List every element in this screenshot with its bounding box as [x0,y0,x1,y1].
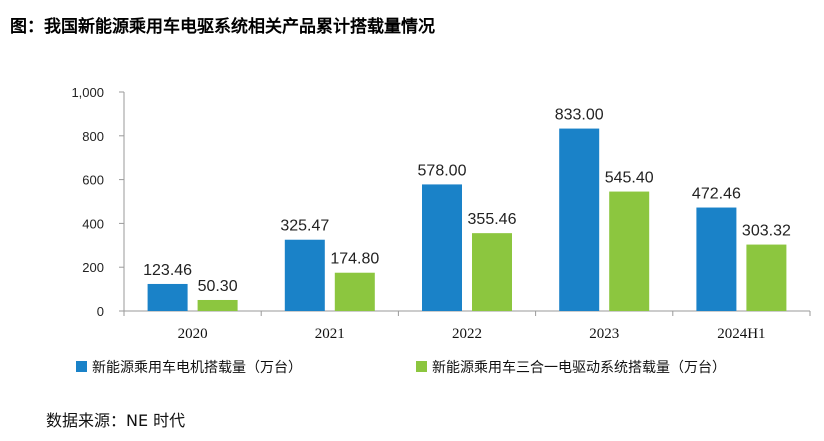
chart-axes: 0 200 400 600 800 1,000 2020 2021 2022 2023 2024H1 [71,85,811,342]
legend-swatch [76,361,87,372]
value-label: 472.46 [692,186,741,203]
value-label: 578.00 [418,162,467,179]
legend-swatch [416,361,427,372]
y-tick-label: 400 [82,216,104,231]
x-tick-label: 2023 [589,326,619,342]
bar [147,283,188,311]
value-label: 123.46 [143,262,192,279]
chart-bars [147,128,787,311]
y-tick-label: 600 [82,173,104,188]
y-tick-label: 0 [97,304,104,319]
value-label: 325.47 [280,218,329,235]
value-label: 833.00 [555,107,604,124]
legend-label: 新能源乘用车电机搭载量（万台） [92,359,302,376]
legend-label: 新能源乘用车三合一电驱动系统搭载量（万台） [432,359,726,376]
value-label: 545.40 [605,170,654,187]
chart-title: 图：我国新能源乘用车电驱系统相关产品累计搭载量情况 [10,17,435,37]
bar [197,299,238,311]
chart-legend: 新能源乘用车电机搭载量（万台） 新能源乘用车三合一电驱动系统搭载量（万台） [76,359,726,376]
x-tick-label: 2021 [315,326,345,342]
y-tick-label: 200 [82,260,104,275]
x-tick-label: 2020 [178,326,208,342]
value-label: 50.30 [198,278,238,295]
value-label: 303.32 [742,223,791,240]
chart-value-labels: 123.46 325.47 578.00 833.00 472.46 50.30 174.8… [143,107,791,295]
y-tick-label: 800 [82,129,104,144]
bar [284,239,325,311]
bar [472,233,512,311]
bar [422,184,462,311]
bar [696,207,737,311]
bar [746,244,787,311]
value-label: 355.46 [468,211,517,228]
y-tick-label: 1,000 [71,85,104,100]
bar [559,128,600,311]
data-source-note: 数据来源：NE 时代 [46,411,186,430]
bar [334,272,375,311]
bar [609,191,650,311]
x-tick-label: 2022 [452,326,482,342]
value-label: 174.80 [330,251,379,268]
x-tick-label: 2024H1 [717,326,765,342]
